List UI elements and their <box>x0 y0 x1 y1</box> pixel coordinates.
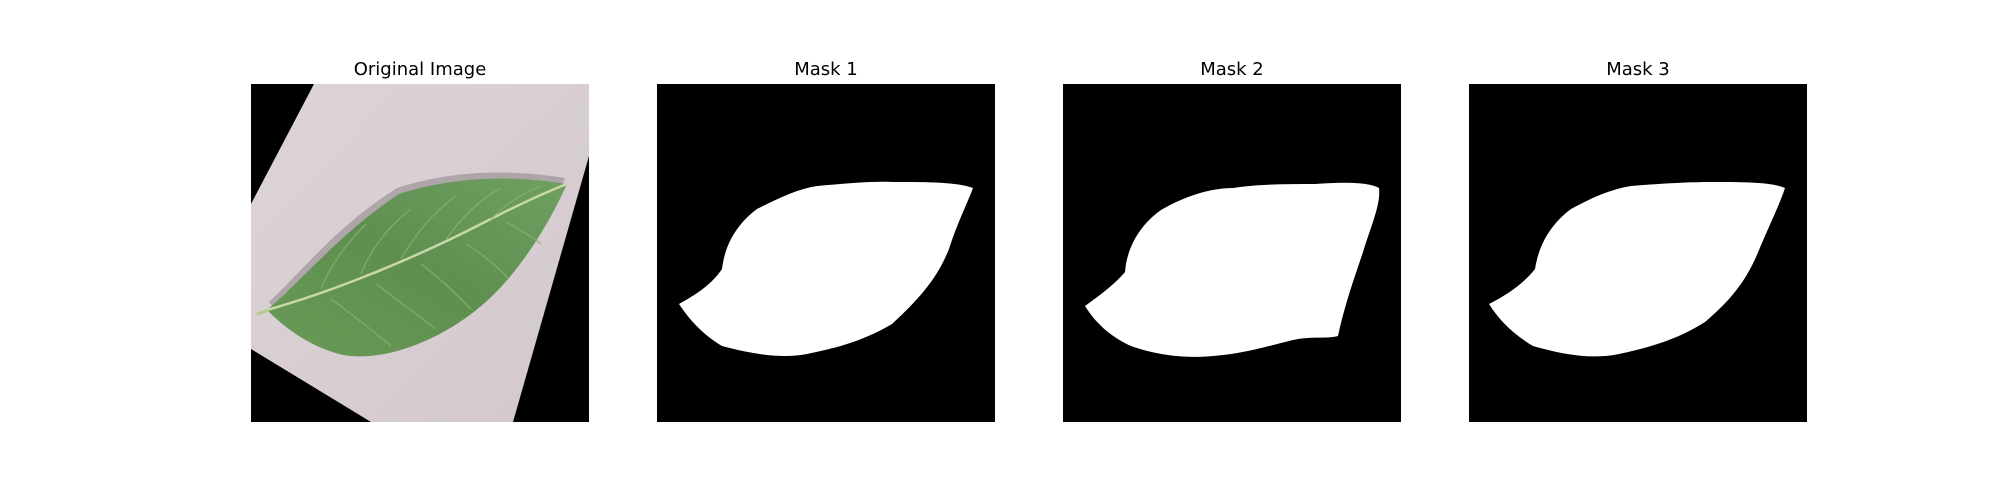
panel-mask-2: Mask 2 <box>1063 0 1401 500</box>
original-leaf-image <box>251 84 589 422</box>
panel-original-image: Original Image <box>251 0 589 500</box>
panel-mask-1: Mask 1 <box>657 0 995 500</box>
panel-title: Mask 3 <box>1469 58 1807 82</box>
mask-3-image <box>1469 84 1807 422</box>
panel-title: Mask 2 <box>1063 58 1401 82</box>
mask-2-image <box>1063 84 1401 422</box>
panel-mask-3: Mask 3 <box>1469 0 1807 500</box>
panel-title: Mask 1 <box>657 58 995 82</box>
panel-title: Original Image <box>251 58 589 82</box>
mask-1-image <box>657 84 995 422</box>
